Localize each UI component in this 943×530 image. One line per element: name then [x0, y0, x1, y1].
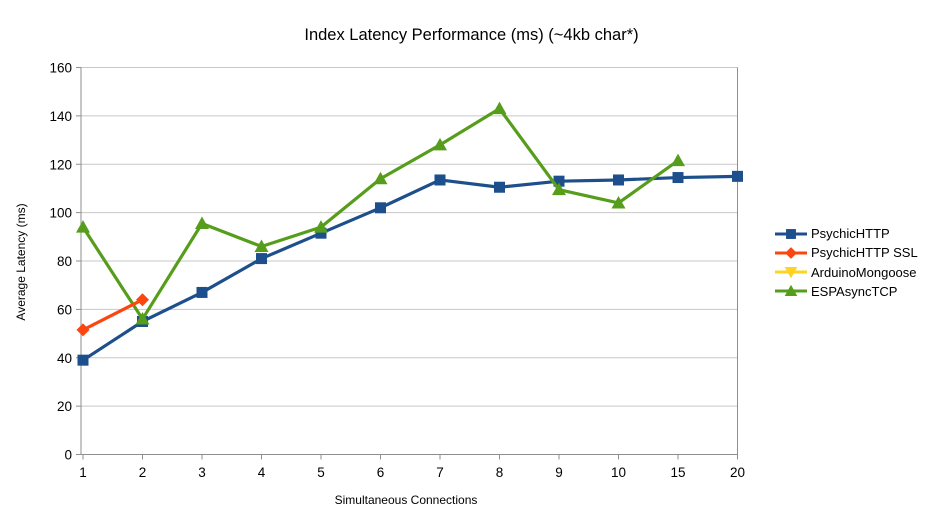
data-point-marker — [254, 239, 269, 252]
legend-marker-psychichttp — [775, 228, 807, 239]
y-tick-label: 40 — [57, 351, 72, 366]
data-point-marker — [671, 153, 685, 167]
data-point-marker — [784, 267, 798, 279]
data-point-marker — [314, 220, 328, 233]
x-tick-label: 2 — [139, 465, 147, 480]
data-point-marker — [433, 137, 447, 151]
data-point-marker — [613, 174, 624, 186]
legend-row-psychichttp: PsychicHTTP — [775, 227, 918, 240]
legend-marker-espasynctcp — [775, 285, 807, 297]
legend-label: PsychicHTTP — [811, 226, 890, 241]
legend-row-psychichttp-ssl: PsychicHTTP SSL — [775, 246, 918, 259]
x-tick-label: 4 — [258, 465, 266, 480]
data-point-marker — [315, 227, 327, 239]
data-point-marker — [552, 182, 566, 196]
legend-label: PsychicHTTP SSL — [811, 245, 918, 261]
data-point-marker — [135, 312, 150, 325]
data-point-marker — [256, 253, 267, 265]
x-tick-label: 20 — [730, 465, 745, 480]
data-point-marker — [375, 202, 386, 214]
x-tick-label: 6 — [377, 465, 385, 480]
legend-label: ArduinoMongoose — [811, 264, 917, 280]
y-tick-label: 80 — [57, 254, 72, 269]
chart-title: Index Latency Performance (ms) (~4kb cha… — [304, 26, 639, 44]
y-tick-label: 0 — [64, 448, 72, 463]
x-tick-label: 9 — [555, 465, 563, 480]
data-point-marker — [434, 174, 446, 186]
y-tick-label: 140 — [49, 109, 72, 124]
data-point-marker — [611, 195, 626, 209]
x-tick-label: 10 — [611, 465, 626, 480]
legend-label: ESPAsyncTCP — [811, 283, 898, 299]
data-point-marker — [732, 170, 743, 182]
data-point-marker — [76, 220, 90, 233]
data-point-marker — [195, 216, 209, 230]
legend-row-espasynctcp: ESPAsyncTCP — [775, 285, 918, 298]
data-point-marker — [76, 323, 90, 337]
data-point-marker — [136, 293, 149, 307]
data-point-marker — [672, 172, 684, 184]
data-point-marker — [784, 285, 798, 297]
series-line-ESPAsyncTCP — [81, 107, 679, 321]
legend-row-arduinomongoose: ArduinoMongoose — [775, 266, 918, 279]
y-tick-label: 60 — [57, 302, 72, 317]
chart-legend: PsychicHTTP PsychicHTTP SSL ArduinoMongo… — [775, 227, 918, 304]
x-tick-label: 1 — [79, 465, 87, 480]
data-point-marker — [492, 101, 507, 115]
x-tick-label: 5 — [317, 465, 325, 480]
data-point-marker — [196, 286, 208, 298]
x-tick-label: 3 — [198, 465, 206, 480]
legend-marker-arduinomongoose — [775, 267, 807, 279]
data-point-marker — [786, 228, 796, 239]
legend-marker-psychichttp-ssl — [775, 246, 807, 259]
x-tick-label: 8 — [496, 465, 504, 480]
data-point-marker — [553, 175, 565, 187]
data-point-marker — [785, 246, 797, 259]
series-line-PsychicHTTP SSL — [82, 298, 144, 332]
series-line-PsychicHTTP — [82, 174, 738, 362]
x-tick-label: 15 — [670, 465, 685, 480]
y-tick-label: 100 — [49, 206, 72, 221]
data-point-marker — [77, 354, 89, 366]
data-point-marker — [494, 181, 505, 193]
data-point-marker — [373, 171, 388, 185]
x-tick-label: 7 — [436, 465, 444, 480]
y-tick-label: 160 — [49, 61, 72, 76]
y-tick-label: 120 — [49, 157, 72, 172]
x-axis-title: Simultaneous Connections — [334, 493, 478, 507]
y-tick-label: 20 — [57, 399, 72, 414]
